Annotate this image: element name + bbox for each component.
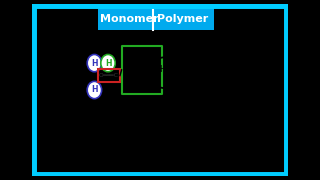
Text: H: H [188,84,196,94]
Text: H: H [91,59,98,68]
Text: H: H [159,65,165,74]
Text: C: C [211,68,218,78]
Circle shape [87,55,102,72]
Bar [98,69,120,82]
Text: C: C [131,65,138,74]
Text: n: n [244,78,249,87]
Text: Polymer: Polymer [157,14,208,24]
Circle shape [87,81,102,99]
Text: H: H [91,86,98,94]
Text: H: H [211,51,218,61]
Text: C: C [188,68,196,78]
Text: H: H [147,82,154,91]
Text: H: H [131,49,138,58]
Text: C: C [147,65,154,74]
Text: H: H [188,51,196,61]
Text: C═══C: C═══C [99,73,119,78]
Bar [122,46,162,94]
Text: C₂H₅: C₂H₅ [207,87,225,96]
Text: Monomer: Monomer [100,14,158,24]
Text: H: H [147,49,154,58]
Bar [98,8,214,30]
Circle shape [101,55,115,72]
Text: But-1-ene: But-1-ene [89,106,143,116]
Text: H: H [131,82,138,91]
Text: H: H [105,59,111,68]
